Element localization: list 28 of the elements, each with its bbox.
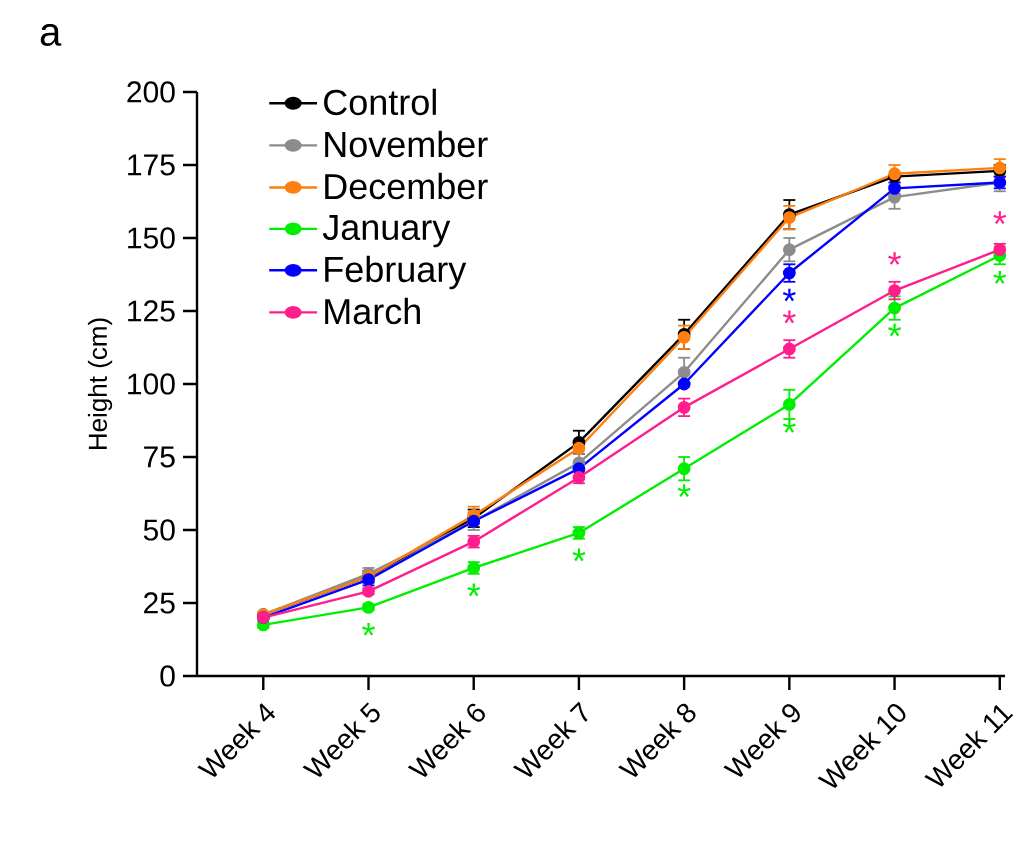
y-tick-label: 25 <box>144 592 175 614</box>
annotation: * <box>782 288 796 302</box>
y-tick-label: 0 <box>160 665 175 687</box>
y-tick-label: 200 <box>127 81 175 103</box>
y-axis-title: Height (cm) <box>87 318 113 450</box>
annotation: * <box>993 211 1007 224</box>
y-tick-label: 50 <box>143 519 175 541</box>
annotation: * <box>888 252 901 265</box>
annotation: * <box>888 323 901 337</box>
y-tick-label: 100 <box>128 373 175 395</box>
y-tick-label: 150 <box>128 227 175 249</box>
legend-label: Control <box>324 88 436 116</box>
y-tick-label: 175 <box>128 154 175 176</box>
annotation: * <box>993 271 1007 284</box>
legend-label: November <box>325 130 488 158</box>
annotation: * <box>677 484 691 497</box>
legend-label: March <box>325 297 420 325</box>
legend-label: January <box>322 214 451 248</box>
annotation: * <box>362 622 375 636</box>
annotation: * <box>467 583 481 597</box>
y-tick-label: 75 <box>144 446 175 468</box>
legend-label: February <box>325 255 467 290</box>
annotation: * <box>782 420 796 433</box>
annotation: * <box>572 548 586 562</box>
chart-title: a <box>40 24 62 46</box>
legend-label: December <box>325 172 488 200</box>
annotation: * <box>782 310 796 324</box>
y-tick-label: 125 <box>128 300 175 322</box>
